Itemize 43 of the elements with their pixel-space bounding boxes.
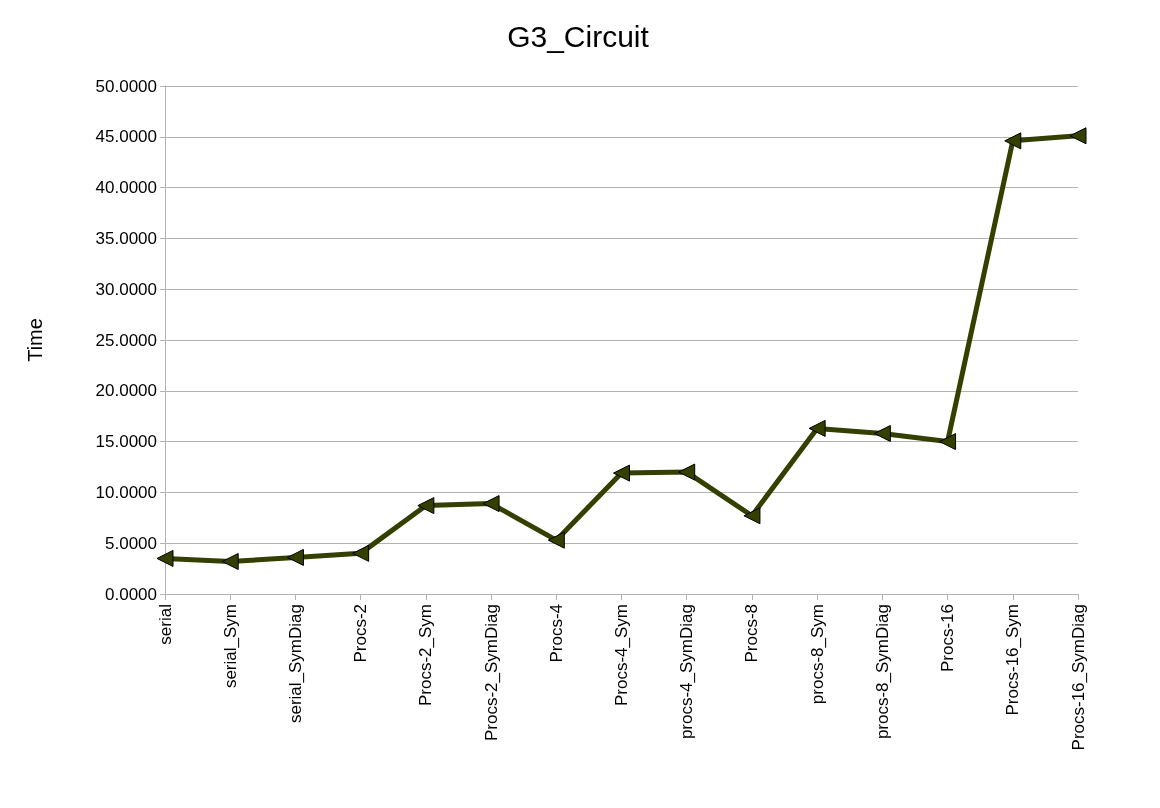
x-tick-label: Procs-2_SymDiag <box>481 604 501 741</box>
x-tick-label: serial_Sym <box>220 604 240 689</box>
y-tick-label: 50.0000 <box>95 76 157 96</box>
y-tick-label: 10.0000 <box>95 482 157 502</box>
y-tick-label: 30.0000 <box>95 279 157 299</box>
point <box>352 544 370 562</box>
x-tick-label: serial <box>155 604 175 645</box>
x-tick-label: Procs-16_SymDiag <box>1068 604 1088 751</box>
y-tick-label: 15.0000 <box>95 432 157 452</box>
point <box>482 495 500 513</box>
y-tick-label: 25.0000 <box>95 330 157 350</box>
point <box>1004 132 1022 150</box>
x-tick-label: Procs-16 <box>938 604 958 673</box>
point <box>678 463 696 481</box>
point <box>613 464 630 482</box>
point <box>221 552 239 570</box>
y-tick-label: 0.0000 <box>105 584 157 604</box>
y-tick-label: 5.0000 <box>105 533 157 553</box>
y-axis-title: Time <box>24 318 46 362</box>
y-tick-label: 40.0000 <box>95 178 157 198</box>
x-tick-label: procs-4_SymDiag <box>677 604 697 740</box>
point <box>286 548 304 566</box>
x-tick-label: Procs-4_Sym <box>612 604 631 707</box>
point <box>156 549 174 567</box>
chart-title: G3_Circuit <box>507 19 650 53</box>
x-tick-label: Procs-8 <box>742 604 762 663</box>
y-tick-label: 45.0000 <box>95 127 157 147</box>
point <box>547 531 565 549</box>
x-tick-label: Procs-2_Sym <box>416 604 436 707</box>
point <box>808 419 826 437</box>
x-tick-label: procs-8_Sym <box>807 604 827 705</box>
point <box>1069 127 1087 145</box>
y-tick-label: 20.0000 <box>95 381 157 401</box>
y-tick-label: 35.0000 <box>95 228 157 248</box>
x-tick-label: serial_SymDiag <box>285 604 305 724</box>
point <box>939 433 957 451</box>
x-tick-label: Procs-4 <box>546 604 566 663</box>
x-tick-label: Procs-16_Sym <box>1003 604 1023 716</box>
x-tick-label: procs-8_SymDiag <box>872 604 892 740</box>
point <box>873 424 891 442</box>
x-tick-label: Procs-2 <box>351 604 371 663</box>
point <box>417 497 435 515</box>
point <box>743 507 761 525</box>
